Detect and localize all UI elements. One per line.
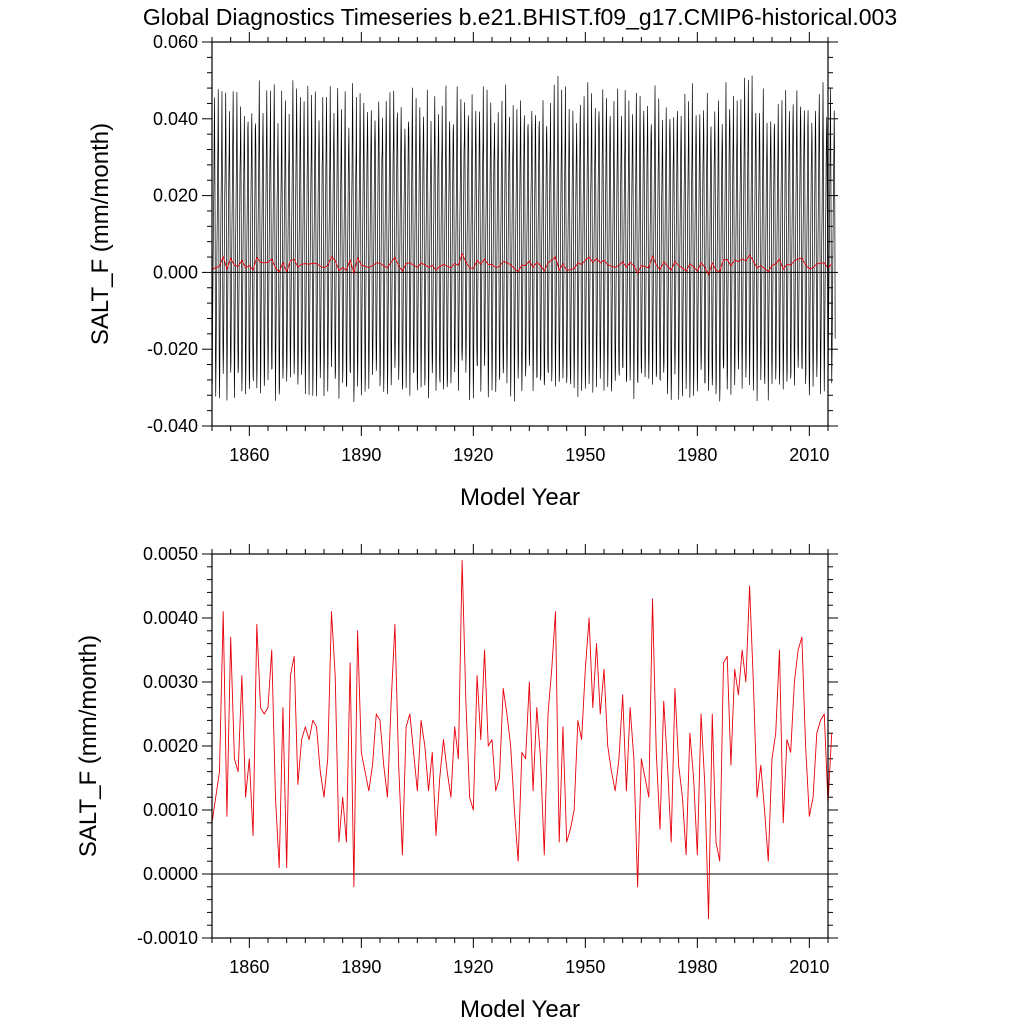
top-panel-frame [211,41,829,427]
top-panel-x-axis-label: Model Year [460,484,580,511]
x-tick-label: 2010 [789,445,829,465]
x-tick-label: 1950 [565,957,605,977]
x-tick-label: 1920 [453,957,493,977]
bottom-panel-frame [211,553,829,939]
top-panel-series [211,75,836,403]
y-tick-label: 0.060 [153,32,198,52]
x-tick-label: 1920 [453,445,493,465]
figure-title: Global Diagnostics Timeseries b.e21.BHIS… [143,4,897,30]
series-line-annual-mean [211,559,833,920]
x-tick-label: 1860 [229,445,269,465]
y-tick-label: 0.0010 [143,800,198,820]
x-tick-label: 1860 [229,957,269,977]
top-panel-ticks: 1860 1890 1920 1950 1980 2010 -0.040 -0.020 0.00… [147,32,838,465]
y-tick-label: 0.0030 [143,672,198,692]
y-tick-label: 0.040 [153,109,198,129]
series-line-annual-mean [211,253,833,276]
y-tick-label: 0.000 [153,262,198,282]
x-tick-label: 1950 [565,445,605,465]
top-panel-y-axis-label: SALT_F (mm/month) [87,123,114,345]
series-line-monthly [211,75,836,403]
y-tick-label: 0.020 [153,186,198,206]
y-tick-label: -0.0010 [137,928,198,948]
x-tick-label: 1980 [677,445,717,465]
bottom-panel-ticks: 1860 1890 1920 1950 1980 2010 -0.0010 0.0000 0.0… [137,544,838,977]
x-tick-label: 1890 [341,957,381,977]
y-tick-label: -0.040 [147,416,198,436]
y-tick-label: 0.0000 [143,864,198,884]
y-tick-label: 0.0050 [143,544,198,564]
x-tick-label: 2010 [789,957,829,977]
y-tick-label: 0.0040 [143,608,198,628]
y-tick-label: 0.0020 [143,736,198,756]
y-tick-label: -0.020 [147,339,198,359]
x-tick-label: 1980 [677,957,717,977]
bottom-panel: 1860 1890 1920 1950 1980 2010 -0.0010 0.0000 0.0… [75,544,838,1023]
bottom-panel-series [211,559,833,920]
bottom-panel-x-axis-label: Model Year [460,996,580,1023]
top-panel: 1860 1890 1920 1950 1980 2010 -0.040 -0.020 0.00… [87,32,838,511]
bottom-panel-y-axis-label: SALT_F (mm/month) [75,635,102,857]
x-tick-label: 1890 [341,445,381,465]
